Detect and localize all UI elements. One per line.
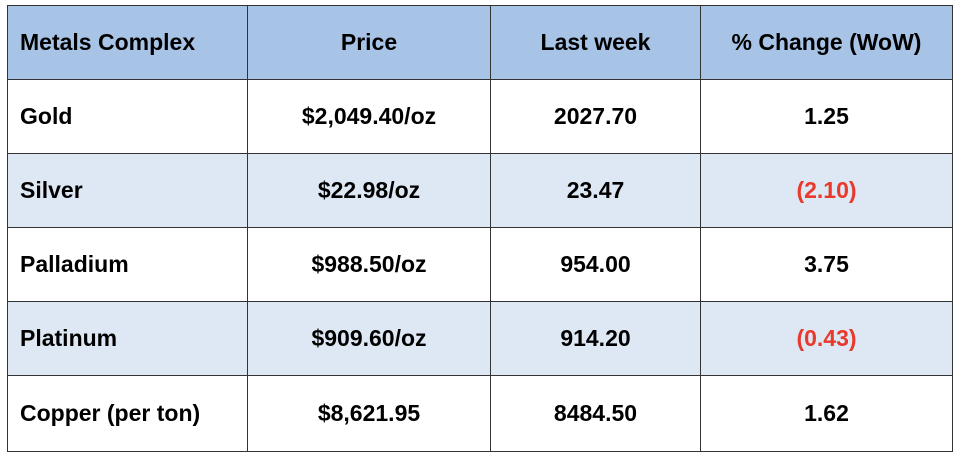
column-header: Price [247,5,491,80]
cell: $22.98/oz [247,153,491,228]
row-label: Silver [7,153,248,228]
cell: 3.75 [700,227,953,302]
column-header: Metals Complex [7,5,248,80]
table-row: Silver $22.98/oz 23.47 (2.10) [7,153,953,228]
table-row: Platinum $909.60/oz 914.20 (0.43) [7,301,953,376]
cell: 1.25 [700,79,953,154]
metals-table: Metals Complex Price Last week% Change (Wo… [7,5,953,452]
table-row: Copper (per ton) $8,621.95 8484.50 1.62 [7,375,953,452]
row-label: Palladium [7,227,248,302]
row-label: Gold [7,79,248,154]
cell: 1.62 [700,375,953,452]
cell: 914.20 [490,301,701,376]
cell: (2.10) [700,153,953,228]
cell: (0.43) [700,301,953,376]
column-header: Last week [490,5,701,80]
cell: 954.00 [490,227,701,302]
row-label: Platinum [7,301,248,376]
table-row: Palladium $988.50/oz 954.00 3.75 [7,227,953,302]
cell: 23.47 [490,153,701,228]
cell: $909.60/oz [247,301,491,376]
row-label: Copper (per ton) [7,375,248,452]
column-header: % Change (WoW) [700,5,953,80]
header-row: Metals Complex Price Last week% Change (Wo… [7,5,953,80]
cell: $2,049.40/oz [247,79,491,154]
cell: $988.50/oz [247,227,491,302]
table-row: Gold $2,049.40/oz 2027.70 1.25 [7,79,953,154]
cell: 2027.70 [490,79,701,154]
cell: $8,621.95 [247,375,491,452]
cell: 8484.50 [490,375,701,452]
